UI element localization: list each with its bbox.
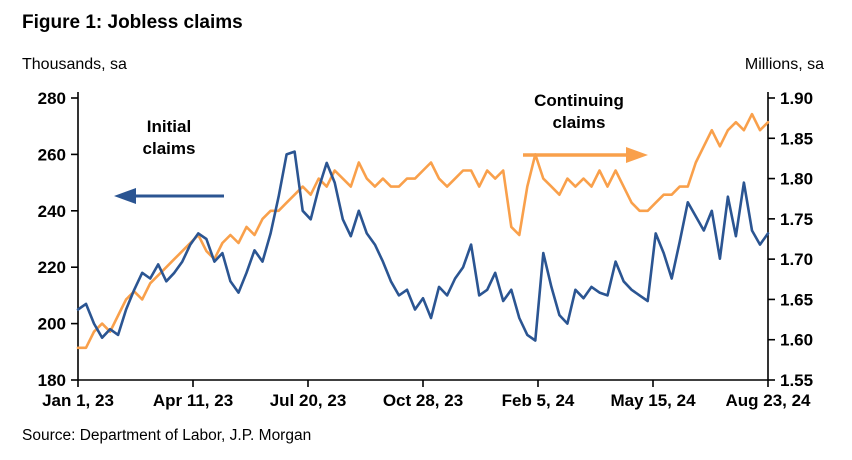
x-tick-label: Jul 20, 23 xyxy=(270,391,347,410)
initial-claims-line xyxy=(76,150,770,342)
x-tick-label: May 15, 24 xyxy=(610,391,696,410)
y-right-tick-label: 1.80 xyxy=(780,170,813,189)
chart-title: Figure 1: Jobless claims xyxy=(22,12,243,33)
y-right-tick-label: 1.85 xyxy=(780,129,813,148)
left-axis-units-label: Thousands, sa xyxy=(22,56,127,73)
x-tick-label: Oct 28, 23 xyxy=(383,391,463,410)
y-left-tick-label: 220 xyxy=(38,258,66,277)
y-left-tick-label: 280 xyxy=(38,89,66,108)
y-left-tick-label: 260 xyxy=(38,145,66,164)
source-note: Source: Department of Labor, J.P. Morgan xyxy=(22,427,312,444)
y-left-tick-label: 180 xyxy=(38,371,66,390)
x-tick-label: Jan 1, 23 xyxy=(42,391,114,410)
x-tick-label: Apr 11, 23 xyxy=(153,391,233,410)
continuing-claims-annotation: Continuing claims xyxy=(534,91,624,132)
x-tick-label: Feb 5, 24 xyxy=(502,391,575,410)
continuing-claims-arrowhead xyxy=(626,147,648,163)
y-right-tick-label: 1.65 xyxy=(780,290,813,309)
y-right-tick-label: 1.60 xyxy=(780,331,813,350)
y-left-tick-label: 240 xyxy=(38,202,66,221)
y-left-tick-label: 200 xyxy=(38,315,66,334)
y-right-tick-label: 1.75 xyxy=(780,210,813,229)
y-right-tick-label: 1.90 xyxy=(780,89,813,108)
x-tick-label: Aug 23, 24 xyxy=(725,391,811,410)
y-right-tick-label: 1.55 xyxy=(780,371,813,390)
initial-claims-arrowhead xyxy=(114,188,136,204)
right-axis-units-label: Millions, sa xyxy=(744,56,824,73)
y-right-tick-label: 1.70 xyxy=(780,250,813,269)
initial-claims-annotation: Initial claims xyxy=(142,117,196,158)
